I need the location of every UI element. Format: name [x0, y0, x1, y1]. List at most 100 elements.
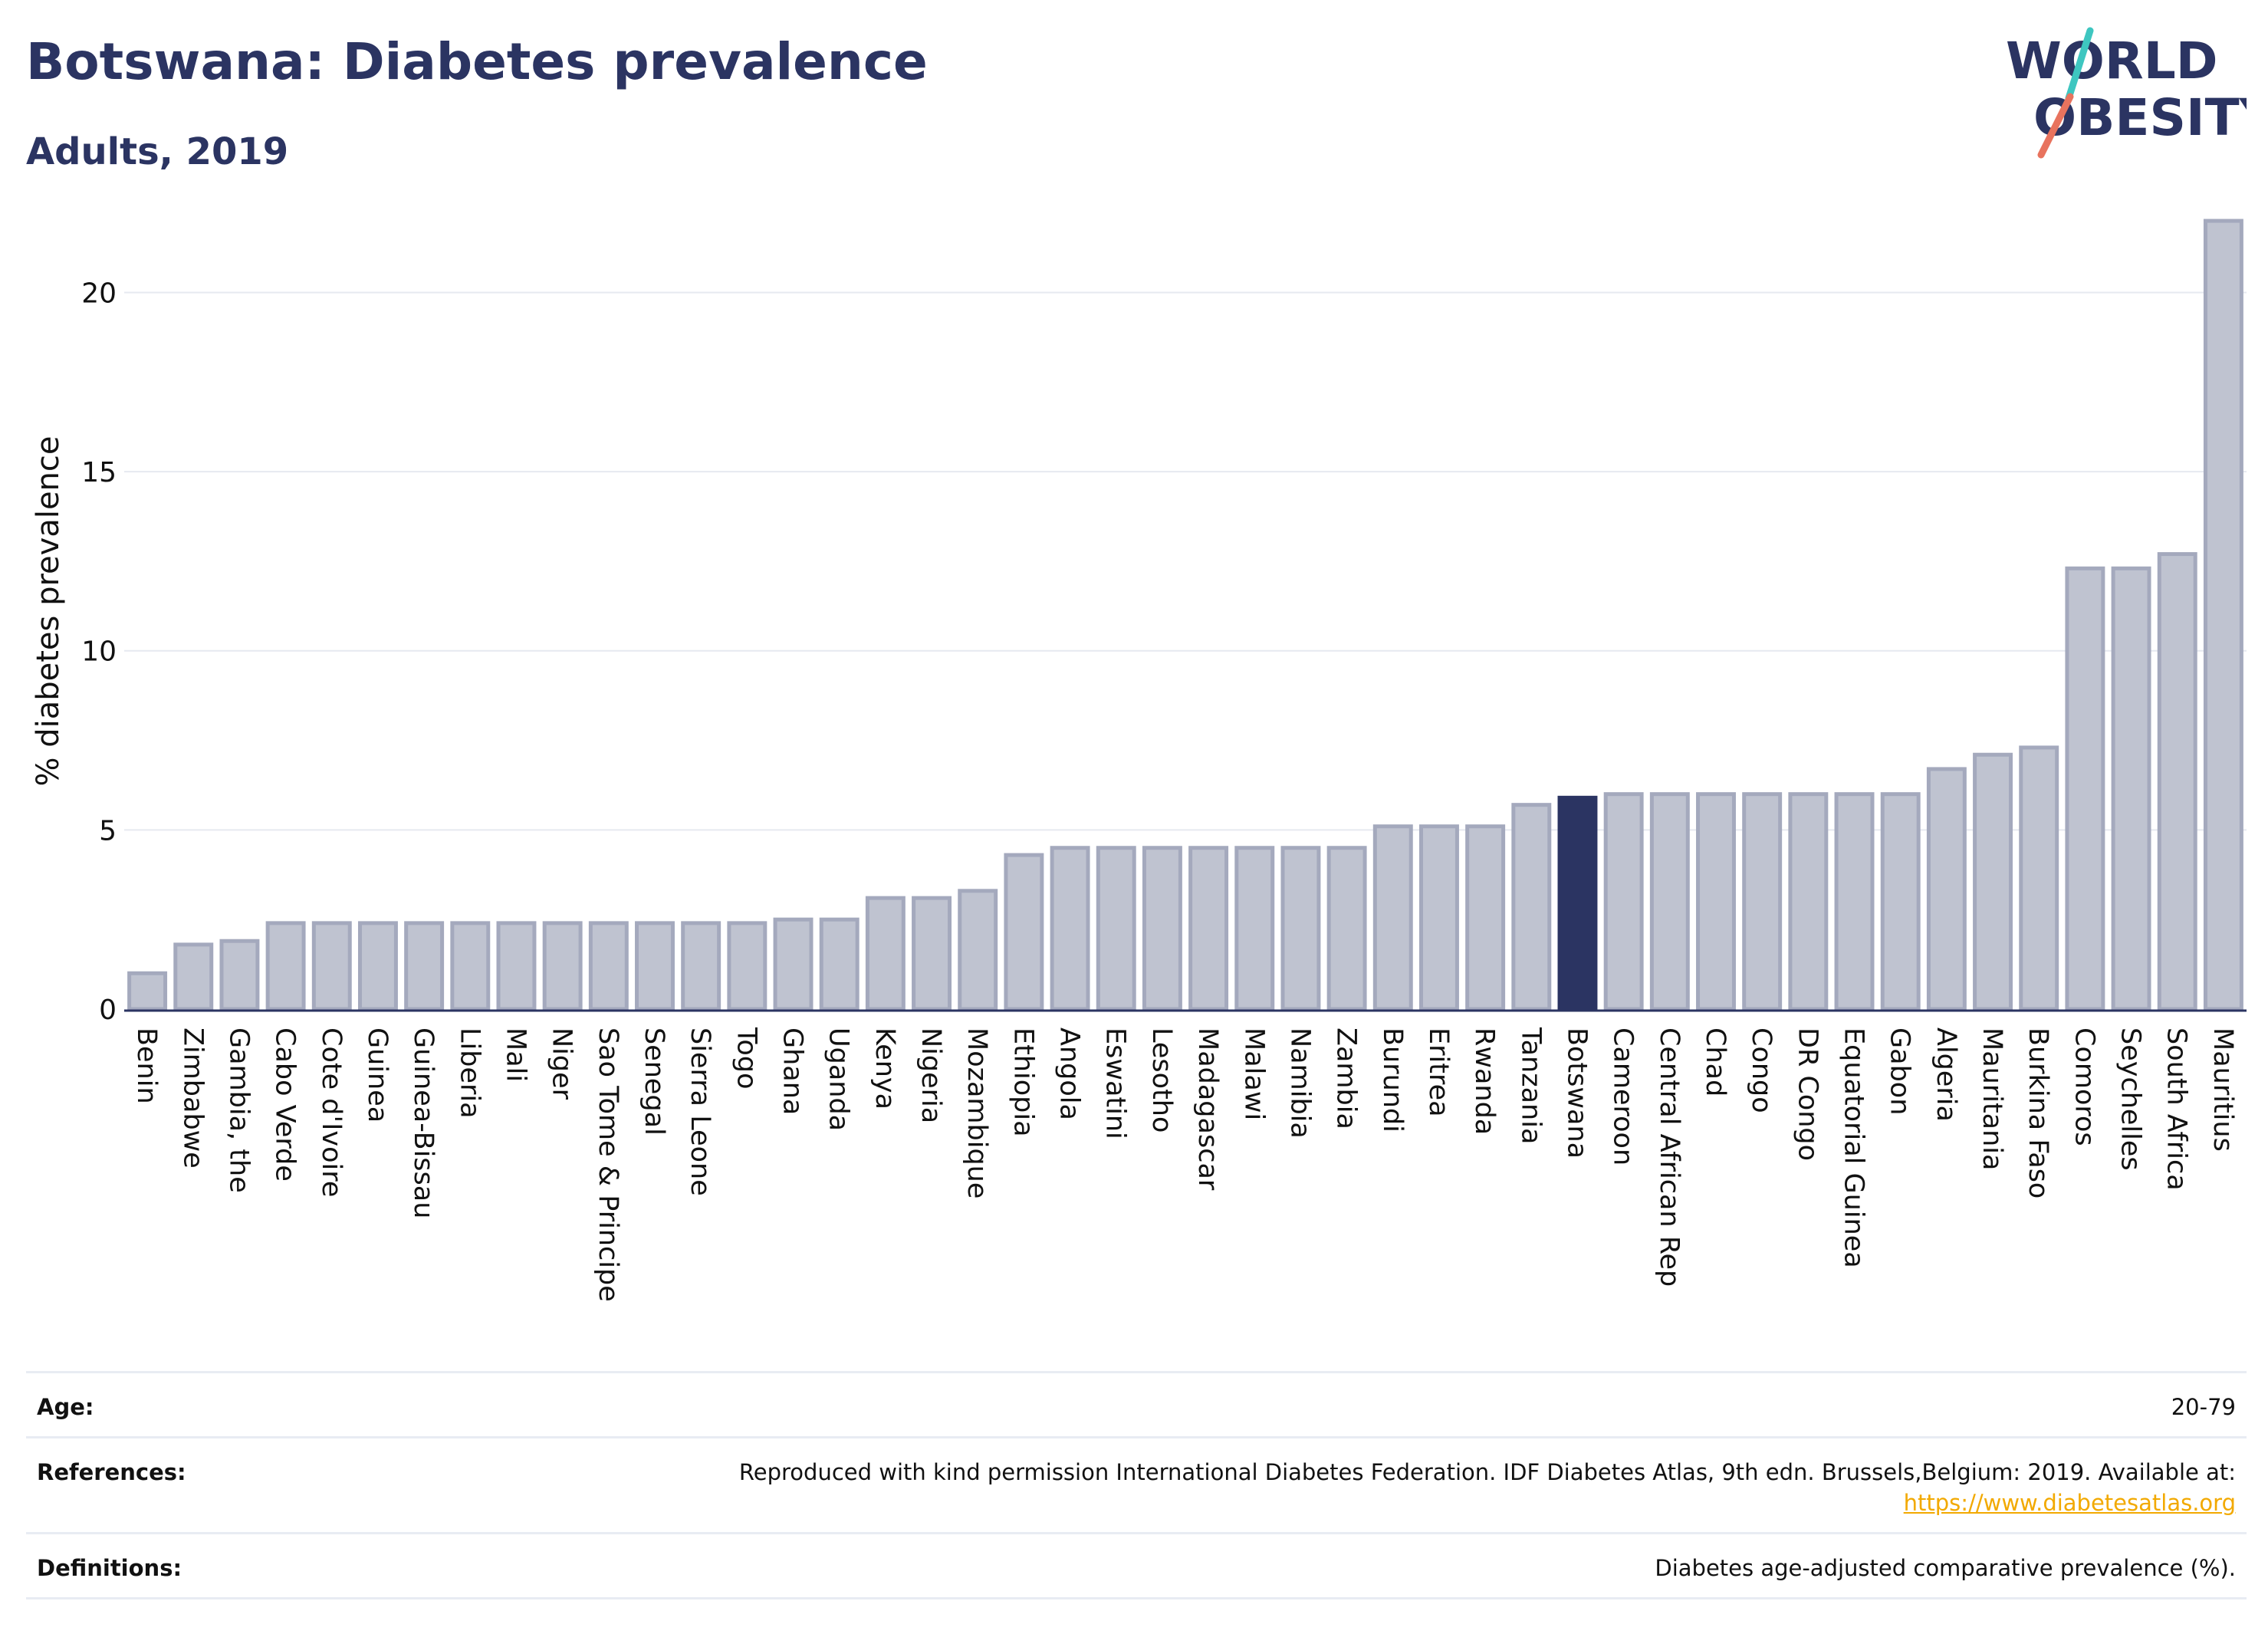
bars	[127, 219, 2243, 1011]
x-tick-label: Gabon	[1885, 1027, 1915, 1115]
x-tick-label: Togo	[731, 1027, 761, 1089]
bar	[1834, 792, 1875, 1011]
bar	[1603, 792, 1644, 1011]
x-tick-label: Guinea	[362, 1027, 393, 1123]
bar	[219, 939, 260, 1011]
definitions-value: Diabetes age-adjusted comparative preval…	[1655, 1555, 2236, 1581]
x-tick-label: Malawi	[1238, 1027, 1269, 1120]
bar	[1050, 846, 1090, 1011]
x-tick-label: Kenya	[869, 1027, 900, 1110]
page-subtitle: Adults, 2019	[26, 130, 289, 173]
bar	[2111, 566, 2151, 1011]
x-tick-label: Burundi	[1377, 1027, 1408, 1133]
bar	[1511, 803, 1552, 1011]
bar	[1280, 846, 1321, 1011]
footer-definitions-row: Definitions: Diabetes age-adjusted compa…	[26, 1532, 2247, 1599]
x-tick-label: Mali	[500, 1027, 531, 1082]
page-title: Botswana: Diabetes prevalence	[26, 32, 928, 91]
x-tick-label: Zambia	[1331, 1027, 1362, 1129]
logo-line1: WORLD	[2006, 31, 2218, 90]
x-tick-label: Eswatini	[1100, 1027, 1131, 1139]
x-tick-label: DR Congo	[1792, 1027, 1823, 1161]
bar	[2203, 219, 2243, 1011]
x-tick-label: Congo	[1746, 1027, 1777, 1113]
bar	[1973, 752, 2013, 1011]
bar	[496, 921, 537, 1011]
x-tick-label: Cameroon	[1608, 1027, 1639, 1165]
bar	[819, 917, 860, 1011]
x-tick-label: Benin	[131, 1027, 162, 1104]
bar	[2157, 552, 2197, 1011]
bar	[1880, 792, 1921, 1011]
x-tick-label: Madagascar	[1192, 1027, 1223, 1191]
x-tick-label: Senegal	[639, 1027, 669, 1136]
bar	[542, 921, 583, 1011]
bar	[588, 921, 629, 1011]
x-tick-label: Nigeria	[915, 1027, 946, 1123]
bar	[727, 921, 768, 1011]
bar	[1326, 846, 1367, 1011]
bar	[173, 942, 214, 1011]
y-tick-label: 5	[99, 815, 117, 847]
x-tick-label: Gambia, the	[223, 1027, 254, 1193]
bar	[1465, 824, 1506, 1011]
x-tick-label: Eritrea	[1423, 1027, 1454, 1117]
grid-lines	[124, 291, 2247, 831]
x-tick-label: Comoros	[2069, 1027, 2099, 1146]
bar	[357, 921, 398, 1011]
x-tick-label: Sao Tome & Principe	[593, 1027, 623, 1302]
y-tick-label: 20	[81, 278, 117, 309]
bar	[2019, 745, 2059, 1011]
bar	[1418, 824, 1459, 1011]
footer-references-row: References: Reproduced with kind permiss…	[26, 1436, 2247, 1532]
footer-age-row: Age: 20-79	[26, 1371, 2247, 1436]
bar	[865, 896, 906, 1011]
bar-chart: 0 5 10 15 20 Benin Zimbabwe Gambia, the Cabo Ve…	[31, 219, 2247, 1302]
x-tick-label: Angola	[1054, 1027, 1085, 1120]
x-tick-label: Namibia	[1284, 1027, 1315, 1139]
y-tick-label: 10	[81, 636, 117, 668]
bar	[1649, 792, 1690, 1011]
x-tick-label: Ethiopia	[1007, 1027, 1038, 1137]
bar	[404, 921, 445, 1011]
bar	[635, 921, 675, 1011]
logo-slash-teal	[2065, 27, 2094, 102]
references-link[interactable]: https://www.diabetesatlas.org	[1903, 1490, 2236, 1516]
x-tick-label: Ghana	[777, 1027, 808, 1115]
references-text: Reproduced with kind permission Internat…	[738, 1459, 2236, 1485]
x-tick-label: Niger	[547, 1027, 577, 1100]
bar	[1096, 846, 1136, 1011]
bar	[912, 896, 952, 1011]
x-tick-label: Uganda	[823, 1027, 854, 1131]
x-tick-label: Central African Rep	[1654, 1027, 1685, 1287]
bar	[1926, 767, 1967, 1011]
x-tick-label: Zimbabwe	[177, 1027, 208, 1169]
chart-footer: Age: 20-79 References: Reproduced with k…	[26, 1371, 2247, 1599]
bar	[265, 921, 306, 1011]
bar	[450, 921, 491, 1011]
bar	[1696, 792, 1736, 1011]
bar	[1234, 846, 1275, 1011]
y-tick-label: 15	[81, 457, 117, 488]
y-axis-ticks: 0 5 10 15 20	[81, 278, 117, 1026]
bar	[681, 921, 721, 1011]
x-tick-label: Liberia	[454, 1027, 485, 1119]
bar	[1788, 792, 1829, 1011]
definitions-label: Definitions:	[37, 1555, 182, 1581]
age-label: Age:	[37, 1394, 94, 1420]
x-tick-label: Lesotho	[1146, 1027, 1177, 1133]
bar	[958, 889, 998, 1011]
x-tick-label: Seychelles	[2115, 1027, 2146, 1171]
references-value: Reproduced with kind permission Internat…	[739, 1457, 2236, 1518]
x-tick-label: Mauritius	[2207, 1027, 2238, 1152]
x-tick-label: Cote d'Ivoire	[316, 1027, 347, 1197]
x-tick-label: Chad	[1700, 1027, 1731, 1096]
y-axis-title: % diabetes prevalence	[31, 436, 66, 786]
bar	[2065, 566, 2105, 1011]
bar	[311, 921, 352, 1011]
y-tick-label: 0	[99, 995, 117, 1026]
x-tick-label: South Africa	[2161, 1027, 2192, 1191]
logo-slash-coral	[2037, 93, 2074, 159]
references-label: References:	[37, 1459, 186, 1485]
